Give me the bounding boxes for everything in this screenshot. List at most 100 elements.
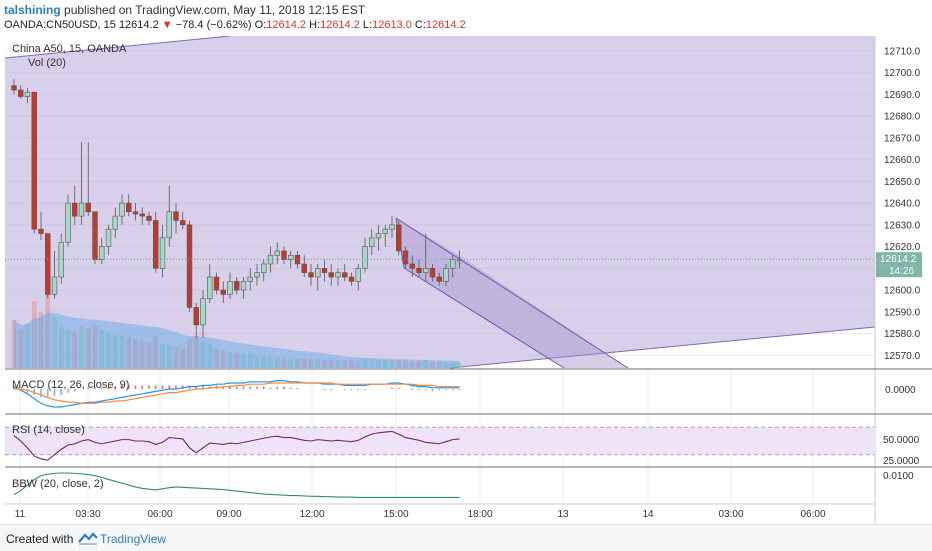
macd-signal-line xyxy=(14,382,460,404)
volume-bar xyxy=(247,354,253,368)
time-tick-label: 09:00 xyxy=(216,509,241,520)
volume-bar xyxy=(79,326,84,368)
volume-bar xyxy=(322,360,327,368)
volume-bar xyxy=(207,344,213,368)
volume-bar xyxy=(52,316,57,368)
candle-body xyxy=(342,272,348,278)
candle-body xyxy=(355,268,361,282)
candle-body xyxy=(166,211,172,239)
big-channel-bottom-line[interactable] xyxy=(449,326,876,369)
volume-bar xyxy=(112,334,118,368)
volume-bar xyxy=(389,360,395,368)
price-pane[interactable]: China A50, 15, OANDA Vol (20) xyxy=(4,36,876,369)
volume-bar xyxy=(268,356,273,368)
price-tick-label: 12600.0 xyxy=(884,286,921,297)
price-tick-label: 12690.0 xyxy=(884,90,921,101)
volume-bar xyxy=(146,342,152,368)
time-tick-label: 03:30 xyxy=(75,509,100,520)
volume-ma-area xyxy=(14,312,460,368)
volume-bar xyxy=(409,361,415,368)
price-tick-label: 12580.0 xyxy=(884,329,921,340)
candle-body xyxy=(416,268,422,273)
volume-bar xyxy=(430,361,435,368)
price-tick-label: 12700.0 xyxy=(884,68,921,79)
volume-bar xyxy=(376,360,381,368)
volume-bar xyxy=(38,312,44,368)
volume-bar xyxy=(436,362,442,368)
rsi-pane[interactable]: RSI (14, close) 50.0000 25.0000 xyxy=(5,413,932,467)
candle-body xyxy=(315,268,321,278)
volume-bar xyxy=(423,360,429,368)
candle-body xyxy=(51,276,58,295)
price-tick-label: 12710.0 xyxy=(884,46,921,57)
tradingview-brand[interactable]: TradingView xyxy=(100,532,167,546)
candle-body xyxy=(65,202,71,243)
volume-bar xyxy=(11,320,17,368)
rsi-axis-tick-50: 50.0000 xyxy=(883,435,920,446)
volume-bars xyxy=(11,288,462,368)
volume-bar xyxy=(133,339,138,368)
candle-body xyxy=(193,307,199,326)
time-tick-label: 06:00 xyxy=(147,509,172,520)
chart-header: talshining published on TradingView.com,… xyxy=(0,0,932,36)
volume-bar xyxy=(85,328,91,368)
volume-bar xyxy=(65,329,71,368)
bbw-pane[interactable]: BBW (20, close, 2) 0.0100 xyxy=(5,466,932,499)
candle-body xyxy=(38,228,44,234)
author-name[interactable]: talshining xyxy=(4,3,61,17)
candle-body xyxy=(369,237,375,247)
volume-bar xyxy=(295,358,300,368)
volume-bar xyxy=(450,362,456,368)
price-axis[interactable]: 12570.012580.012590.012600.012610.012620… xyxy=(874,36,932,524)
macd-pane[interactable]: MACD (12, 26, close, 9) 0.0000 xyxy=(5,368,932,408)
volume-bar xyxy=(349,360,354,368)
candle-body xyxy=(389,224,395,230)
low-label: L: xyxy=(362,19,373,31)
bbw-line xyxy=(13,472,460,499)
low-value: 12613.0 xyxy=(372,19,412,31)
time-tick-label: 18:00 xyxy=(467,509,492,520)
volume-bar xyxy=(315,359,321,368)
candle-body xyxy=(146,215,152,221)
symbol-name: OANDA:CN50USD, 15 xyxy=(4,19,116,31)
price-tick-label: 12630.0 xyxy=(884,220,921,231)
candlestick-series[interactable] xyxy=(11,79,463,338)
candle-body xyxy=(200,298,206,326)
candle-body xyxy=(375,233,382,239)
price-tick-label: 12660.0 xyxy=(884,155,921,166)
volume-bar xyxy=(301,358,307,368)
time-axis[interactable]: 11 03:30 06:00 09:00 12:00 15:00 18:00 13 14 03:0… xyxy=(5,503,875,520)
small-channel-bottom-line[interactable] xyxy=(403,267,565,369)
candle-body xyxy=(31,91,37,230)
price-pane-title: China A50, 15, OANDA xyxy=(12,43,127,55)
macd-title: MACD (12, 26, close, 9) xyxy=(12,379,129,391)
rsi-line xyxy=(13,430,460,461)
volume-bar xyxy=(274,356,280,368)
candle-body xyxy=(409,263,415,269)
volume-bar xyxy=(457,362,462,368)
volume-bar xyxy=(281,357,287,368)
small-channel-top-line[interactable] xyxy=(395,217,629,369)
volume-bar xyxy=(234,352,240,368)
candle-body xyxy=(173,211,179,221)
tradingview-logo-icon[interactable] xyxy=(78,531,98,545)
volume-bar xyxy=(193,336,199,368)
volume-bar xyxy=(416,361,422,368)
big-channel-top-line[interactable] xyxy=(4,36,231,59)
price-ticks: 12570.012580.012590.012600.012610.012620… xyxy=(884,46,921,361)
macd-axis-tick: 0.0000 xyxy=(885,385,916,396)
close-value: 12614.2 xyxy=(425,19,466,31)
volume-bar xyxy=(443,362,449,368)
volume-bar xyxy=(403,360,408,368)
candle-body xyxy=(274,250,280,256)
chart-area[interactable]: China A50, 15, OANDA Vol (20) 12570.0 125… xyxy=(0,36,932,524)
candle-body xyxy=(227,281,233,295)
volume-bar xyxy=(153,336,159,368)
rsi-title: RSI (14, close) xyxy=(12,424,85,436)
time-ticks: 11 03:30 06:00 09:00 12:00 15:00 18:00 13 14 03:0… xyxy=(15,509,826,520)
candle-body xyxy=(85,202,91,213)
candle-body xyxy=(132,211,139,215)
price-tick-label: 12590.0 xyxy=(884,307,921,318)
candle-body xyxy=(423,268,429,273)
candle-body xyxy=(72,202,78,217)
